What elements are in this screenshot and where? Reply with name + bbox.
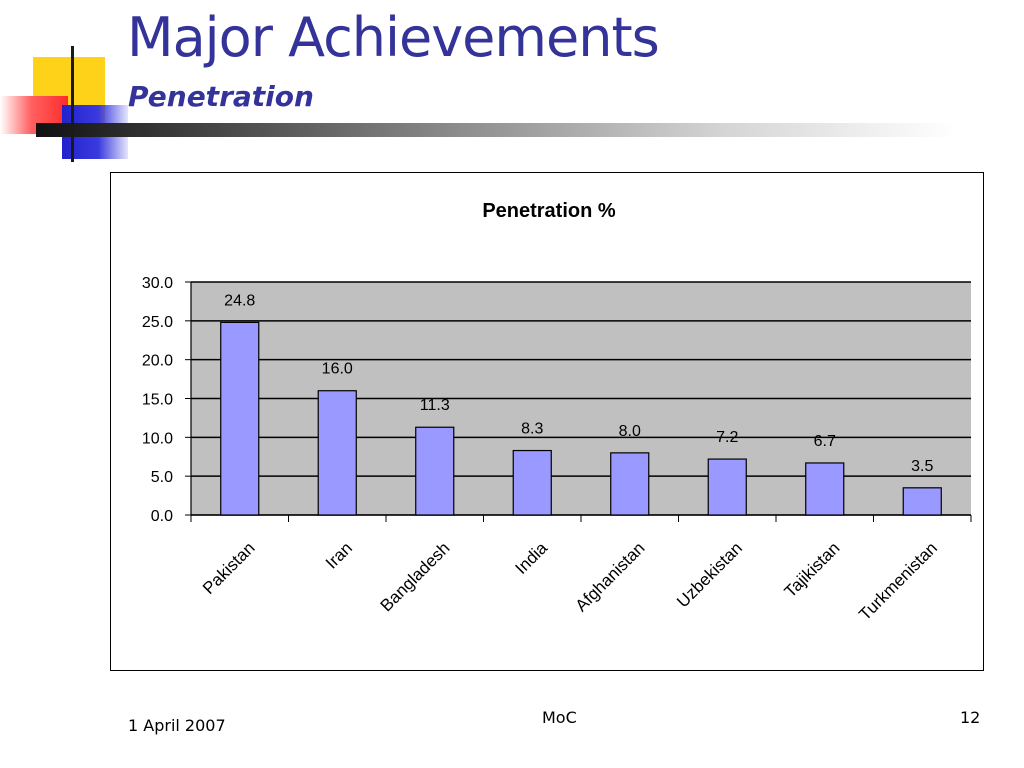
chart-title: Penetration %	[482, 200, 616, 222]
footer-org: MoC	[542, 708, 577, 727]
x-tick-label: Tajikistan	[781, 538, 844, 601]
bar	[415, 426, 455, 516]
y-tick-label: 10.0	[142, 430, 173, 447]
bar	[805, 462, 845, 516]
bar	[610, 452, 650, 516]
decor-vertical-rule	[71, 46, 74, 162]
chart-frame: Penetration % 0.0 5.0 10.0 15.0 20.0 25.0 30.0…	[110, 172, 984, 671]
bar	[512, 449, 552, 516]
y-tick-label: 5.0	[151, 469, 173, 486]
bar	[902, 487, 942, 516]
x-tick-label: Turkmenistan	[855, 538, 941, 624]
data-label: 8.0	[619, 423, 641, 440]
y-tick-label: 30.0	[142, 275, 173, 292]
data-label: 7.2	[716, 429, 738, 446]
bar	[317, 390, 357, 516]
data-label: 16.0	[322, 361, 353, 378]
bar	[707, 458, 747, 516]
y-tick-label: 15.0	[142, 392, 173, 409]
data-label: 3.5	[911, 458, 933, 475]
x-tick-label: India	[512, 538, 552, 578]
slide-subtitle: Penetration	[128, 80, 314, 113]
page-number: 12	[960, 708, 981, 727]
x-tick-label: Bangladesh	[377, 538, 454, 615]
slide-title: Major Achievements	[127, 6, 660, 69]
data-label: 6.7	[814, 433, 836, 450]
y-tick-label: 25.0	[142, 314, 173, 331]
bar-chart: Penetration % 0.0 5.0 10.0 15.0 20.0 25.0 30.0…	[142, 200, 972, 624]
y-tick-label: 20.0	[142, 353, 173, 370]
bar	[220, 321, 260, 516]
x-tick-label: Uzbekistan	[673, 538, 746, 611]
x-tick-label: Afghanistan	[572, 538, 649, 615]
data-label: 8.3	[521, 421, 543, 438]
x-tick-label: Iran	[322, 538, 356, 572]
decor-horizontal-rule	[36, 123, 956, 137]
data-label: 11.3	[420, 397, 450, 414]
data-label: 24.8	[224, 292, 255, 309]
x-tick-label: Pakistan	[199, 538, 259, 598]
y-tick-label: 0.0	[151, 508, 173, 525]
footer-date: 1 April 2007	[128, 716, 226, 735]
